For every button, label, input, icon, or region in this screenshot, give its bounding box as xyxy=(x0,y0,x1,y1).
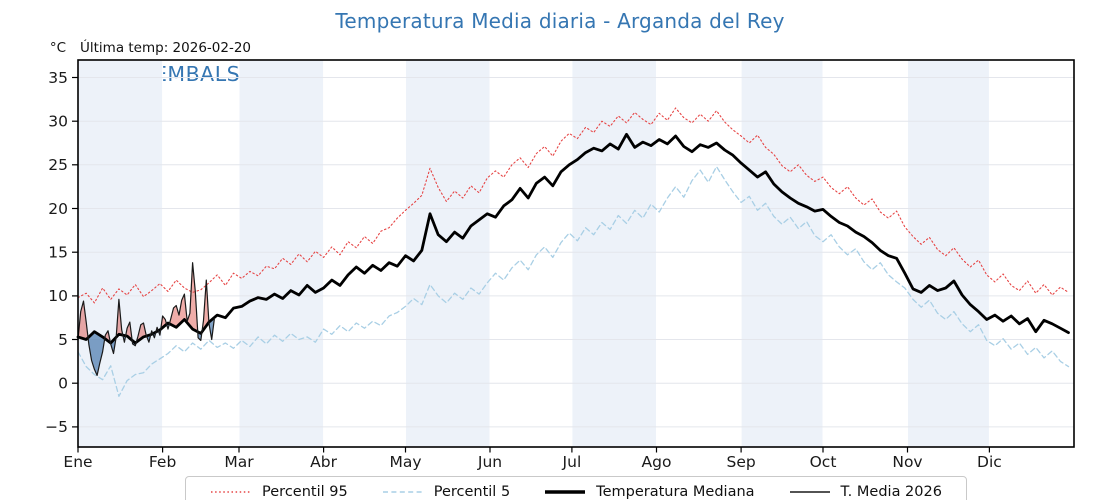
axis-ticks xyxy=(72,76,991,453)
y-axis-labels: −5 0 5 10 15 20 25 30 35 xyxy=(45,69,68,436)
x-tick-label-ago: Ago xyxy=(642,453,672,471)
y-tick-label-35: 35 xyxy=(48,69,68,87)
y-tick-label-30: 30 xyxy=(48,113,68,131)
y-tick-label-10: 10 xyxy=(48,287,68,305)
y-tick-label-5: 5 xyxy=(58,331,68,349)
fill-below-median xyxy=(88,331,105,376)
chart-title: Temperatura Media diaria - Arganda del R… xyxy=(335,9,785,33)
x-tick-label-jul: Jul xyxy=(562,453,582,471)
percentil-5-line xyxy=(77,165,1070,397)
legend-label-t-media-2026: T. Media 2026 xyxy=(840,484,942,500)
month-bands xyxy=(78,60,990,447)
legend-label-temperatura-mediana: Temperatura Mediana xyxy=(596,484,755,500)
legend-item-t-media-2026: T. Media 2026 xyxy=(789,484,942,500)
legend-item-temperatura-mediana: Temperatura Mediana xyxy=(544,484,755,500)
legend-sample-temperatura-mediana xyxy=(545,490,586,494)
x-axis-labels: Ene Feb Mar Abr May Jun Jul Ago Sep Oct Nov Dic xyxy=(63,453,1001,471)
x-tick-label-may: May xyxy=(389,453,421,471)
legend-label-percentil-95: Percentil 95 xyxy=(262,484,348,500)
y-tick-label-25: 25 xyxy=(48,156,68,174)
plot-border xyxy=(77,59,1075,448)
x-tick-label-dic: Dic xyxy=(977,453,1002,471)
fill-below-median xyxy=(110,337,117,354)
legend-sample-t-media-2026 xyxy=(789,491,830,493)
legend-label-percentil-5: Percentil 5 xyxy=(433,484,511,500)
horizontal-gridlines xyxy=(78,77,1074,428)
x-tick-label-nov: Nov xyxy=(892,453,922,471)
x-tick-label-jun: Jun xyxy=(477,453,502,471)
x-tick-label-abr: Abr xyxy=(310,453,337,471)
t-media-2026-line xyxy=(77,262,215,376)
y-tick-label-15: 15 xyxy=(48,244,68,262)
x-tick-label-sep: Sep xyxy=(726,453,755,471)
percentil-95-line xyxy=(77,107,1070,304)
legend-item-percentil-5: Percentil 5 xyxy=(382,484,510,500)
x-tick-label-ene: Ene xyxy=(63,453,92,471)
legend-item-percentil-95: Percentil 95 xyxy=(210,484,348,500)
last-temp-label: Última temp: 2026-02-20 xyxy=(80,40,252,56)
vertical-gridlines xyxy=(77,60,990,447)
y-axis-unit-label: °C xyxy=(49,40,66,56)
chart-legend: Percentil 95 Percentil 5 Temperatura Med… xyxy=(185,476,967,500)
temperatura-mediana-line xyxy=(76,132,1070,345)
fill-above-median xyxy=(78,301,89,340)
y-tick-label--5: −5 xyxy=(45,418,68,436)
legend-sample-percentil-95 xyxy=(211,491,252,493)
x-tick-label-feb: Feb xyxy=(149,453,176,471)
y-tick-label-0: 0 xyxy=(58,375,68,393)
y-tick-label-20: 20 xyxy=(48,200,68,218)
fill-below-median xyxy=(208,317,215,340)
x-tick-label-mar: Mar xyxy=(224,453,254,471)
fill-above-median xyxy=(136,323,147,343)
legend-sample-percentil-5 xyxy=(382,491,423,493)
x-tick-label-oct: Oct xyxy=(810,453,837,471)
